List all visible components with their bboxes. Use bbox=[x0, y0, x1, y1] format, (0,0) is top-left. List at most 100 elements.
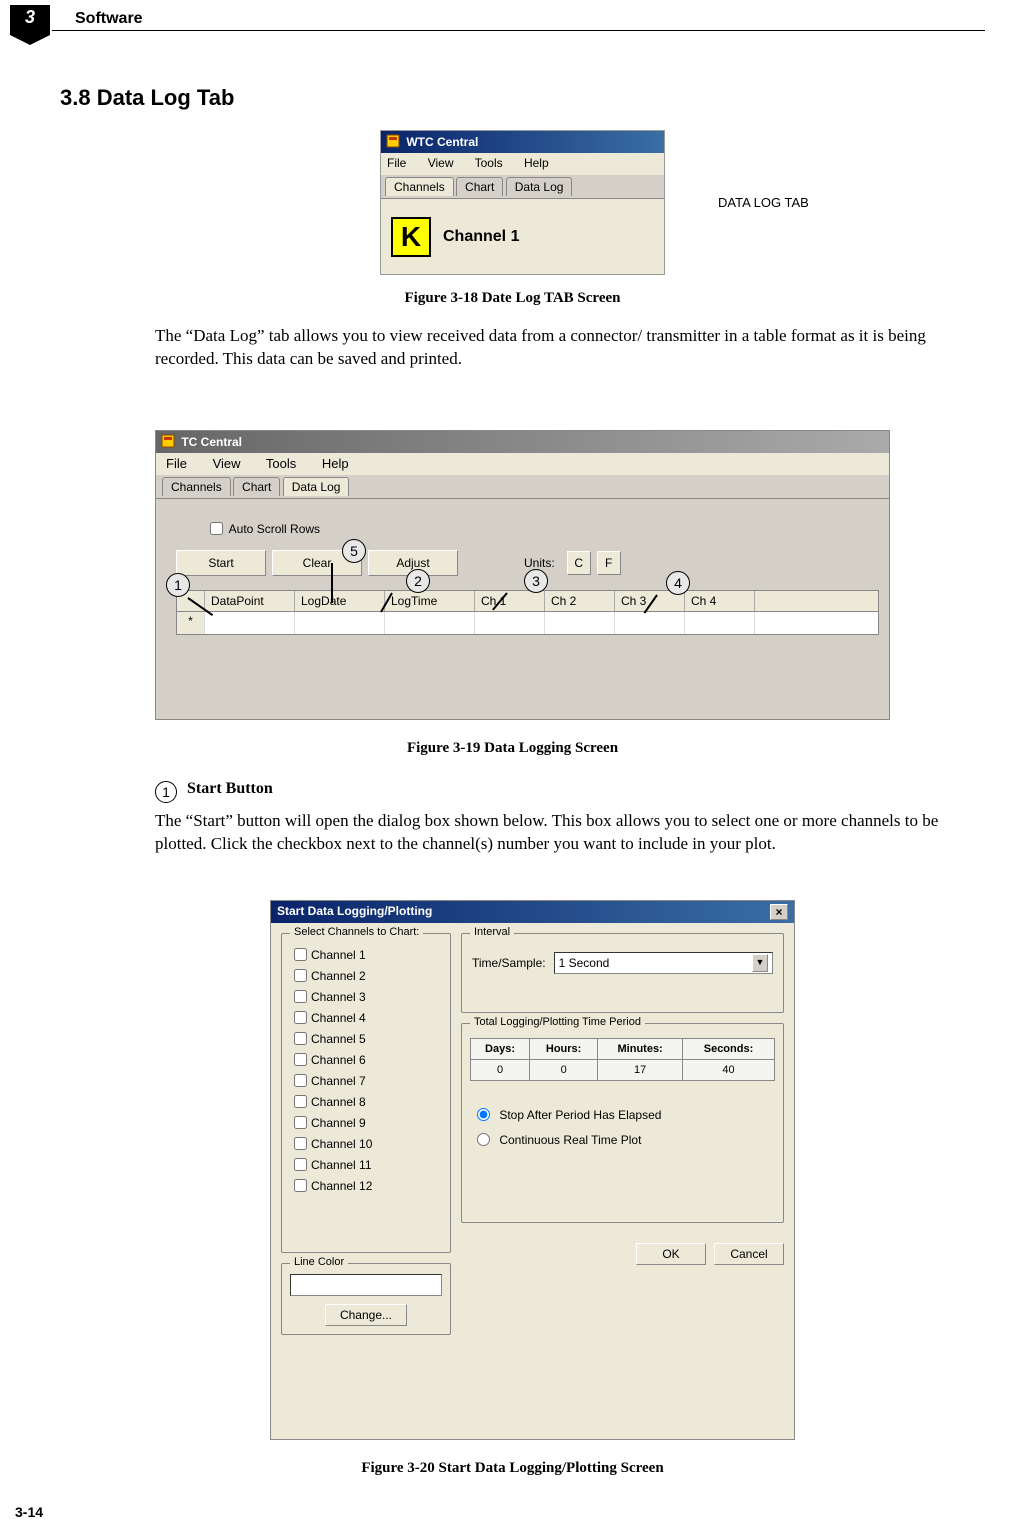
channel-checkbox[interactable] bbox=[294, 948, 307, 961]
menu-view[interactable]: View bbox=[428, 156, 454, 170]
time-sample-label: Time/Sample: bbox=[472, 956, 546, 970]
list-item[interactable]: Channel 12 bbox=[290, 1175, 442, 1196]
app-icon bbox=[386, 134, 400, 148]
list-item[interactable]: Channel 10 bbox=[290, 1133, 442, 1154]
fig20-titlebar: Start Data Logging/Plotting × bbox=[271, 901, 794, 923]
fig20-left-col: Select Channels to Chart: Channel 1 Chan… bbox=[281, 933, 451, 1345]
channel-checkbox[interactable] bbox=[294, 969, 307, 982]
channel-checkbox[interactable] bbox=[294, 1158, 307, 1171]
channel-checkbox[interactable] bbox=[294, 1011, 307, 1024]
fig18-window: WTC Central File View Tools Help Channel… bbox=[380, 130, 665, 275]
list-item[interactable]: Channel 3 bbox=[290, 986, 442, 1007]
channel-label: Channel 5 bbox=[311, 1032, 366, 1046]
fig20-body: Select Channels to Chart: Channel 1 Chan… bbox=[271, 923, 794, 1355]
period-table: Days: Hours: Minutes: Seconds: 0 0 17 40 bbox=[470, 1038, 775, 1081]
item1-heading: 1 Start Button bbox=[155, 780, 273, 803]
paragraph-1: The “Data Log” tab allows you to view re… bbox=[155, 325, 960, 371]
channel-checkbox[interactable] bbox=[294, 1053, 307, 1066]
fig18-caption: Figure 3-18 Date Log TAB Screen bbox=[0, 290, 1025, 307]
interval-row: Time/Sample: 1 Second ▼ bbox=[470, 944, 775, 982]
channel-label: Channel 1 bbox=[311, 948, 366, 962]
tab-datalog[interactable]: Data Log bbox=[283, 477, 350, 496]
radio-continuous-row[interactable]: Continuous Real Time Plot bbox=[470, 1126, 775, 1151]
col-logtime[interactable]: LogTime bbox=[385, 591, 475, 611]
section-title: 3.8 Data Log Tab bbox=[60, 85, 234, 111]
menu-help[interactable]: Help bbox=[524, 156, 549, 170]
list-item[interactable]: Channel 1 bbox=[290, 944, 442, 965]
list-item[interactable]: Channel 2 bbox=[290, 965, 442, 986]
channel-label: Channel 7 bbox=[311, 1074, 366, 1088]
auto-scroll-label: Auto Scroll Rows bbox=[229, 522, 320, 536]
item1-number: 1 bbox=[155, 781, 177, 803]
tab-chart[interactable]: Chart bbox=[456, 177, 503, 196]
days-value[interactable]: 0 bbox=[471, 1060, 530, 1081]
radio-continuous[interactable] bbox=[477, 1133, 490, 1146]
channel-label: Channel 2 bbox=[311, 969, 366, 983]
line-color-preview bbox=[290, 1274, 442, 1296]
tab-channels[interactable]: Channels bbox=[162, 477, 231, 496]
fig19-window: TC Central File View Tools Help Channels… bbox=[155, 430, 890, 720]
fig18-body: K Channel 1 bbox=[381, 199, 664, 274]
auto-scroll-checkbox[interactable] bbox=[210, 522, 223, 535]
channel-checkbox[interactable] bbox=[294, 990, 307, 1003]
channel-label: Channel 11 bbox=[311, 1158, 372, 1172]
period-group: Total Logging/Plotting Time Period Days:… bbox=[461, 1023, 784, 1223]
list-item[interactable]: Channel 7 bbox=[290, 1070, 442, 1091]
tab-channels[interactable]: Channels bbox=[385, 177, 454, 196]
list-item[interactable]: Channel 8 bbox=[290, 1091, 442, 1112]
col-ch1[interactable]: Ch 1 bbox=[475, 591, 545, 611]
channel-checkbox[interactable] bbox=[294, 1179, 307, 1192]
grid-empty-row: * bbox=[177, 612, 878, 634]
menu-tools[interactable]: Tools bbox=[475, 156, 503, 170]
tab-datalog[interactable]: Data Log bbox=[506, 177, 573, 196]
start-button[interactable]: Start bbox=[176, 550, 266, 576]
grid-header: DataPoint LogDate LogTime Ch 1 Ch 2 Ch 3… bbox=[177, 591, 878, 612]
close-button[interactable]: × bbox=[770, 904, 788, 920]
ok-button[interactable]: OK bbox=[636, 1243, 706, 1265]
fig19-tabstrip: Channels Chart Data Log bbox=[156, 475, 889, 499]
col-ch4[interactable]: Ch 4 bbox=[685, 591, 755, 611]
fig19-menubar: File View Tools Help bbox=[156, 453, 889, 475]
channel-checkbox[interactable] bbox=[294, 1074, 307, 1087]
fig20-dialog: Start Data Logging/Plotting × Select Cha… bbox=[270, 900, 795, 1440]
unit-f-button[interactable]: F bbox=[597, 551, 621, 575]
list-item[interactable]: Channel 6 bbox=[290, 1049, 442, 1070]
list-item[interactable]: Channel 5 bbox=[290, 1028, 442, 1049]
list-item[interactable]: Channel 9 bbox=[290, 1112, 442, 1133]
col-datapoint[interactable]: DataPoint bbox=[205, 591, 295, 611]
seconds-value[interactable]: 40 bbox=[683, 1060, 775, 1081]
channel-checkbox[interactable] bbox=[294, 1095, 307, 1108]
fig20-right-col: Interval Time/Sample: 1 Second ▼ Total L… bbox=[461, 933, 784, 1345]
tab-chart[interactable]: Chart bbox=[233, 477, 280, 496]
minutes-value[interactable]: 17 bbox=[598, 1060, 683, 1081]
radio-stop[interactable] bbox=[477, 1108, 490, 1121]
unit-c-button[interactable]: C bbox=[567, 551, 591, 575]
time-sample-select[interactable]: 1 Second ▼ bbox=[554, 952, 773, 974]
channels-group: Select Channels to Chart: Channel 1 Chan… bbox=[281, 933, 451, 1253]
callout-3: 3 bbox=[524, 569, 548, 593]
col-ch2[interactable]: Ch 2 bbox=[545, 591, 615, 611]
menu-view[interactable]: View bbox=[213, 456, 241, 471]
cancel-button[interactable]: Cancel bbox=[714, 1243, 784, 1265]
menu-file[interactable]: File bbox=[166, 456, 187, 471]
hours-value[interactable]: 0 bbox=[530, 1060, 598, 1081]
channel-checkbox[interactable] bbox=[294, 1137, 307, 1150]
new-row-indicator: * bbox=[177, 612, 205, 634]
item1-title: Start Button bbox=[187, 780, 273, 797]
menu-tools[interactable]: Tools bbox=[266, 456, 296, 471]
menu-help[interactable]: Help bbox=[322, 456, 349, 471]
col-logdate[interactable]: LogDate bbox=[295, 591, 385, 611]
change-color-button[interactable]: Change... bbox=[325, 1304, 407, 1326]
list-item[interactable]: Channel 11 bbox=[290, 1154, 442, 1175]
channel-checkbox[interactable] bbox=[294, 1032, 307, 1045]
channel-type-badge: K bbox=[391, 217, 431, 257]
channel-name: Channel 1 bbox=[443, 228, 519, 246]
channel-checkbox[interactable] bbox=[294, 1116, 307, 1129]
fig19-body: Auto Scroll Rows Start Clear Adjust Unit… bbox=[156, 499, 889, 720]
fig18-titlebar: WTC Central bbox=[381, 131, 664, 153]
channels-group-title: Select Channels to Chart: bbox=[290, 926, 423, 938]
channel-label: Channel 10 bbox=[311, 1137, 372, 1151]
radio-stop-row[interactable]: Stop After Period Has Elapsed bbox=[470, 1101, 775, 1126]
list-item[interactable]: Channel 4 bbox=[290, 1007, 442, 1028]
menu-file[interactable]: File bbox=[387, 156, 406, 170]
